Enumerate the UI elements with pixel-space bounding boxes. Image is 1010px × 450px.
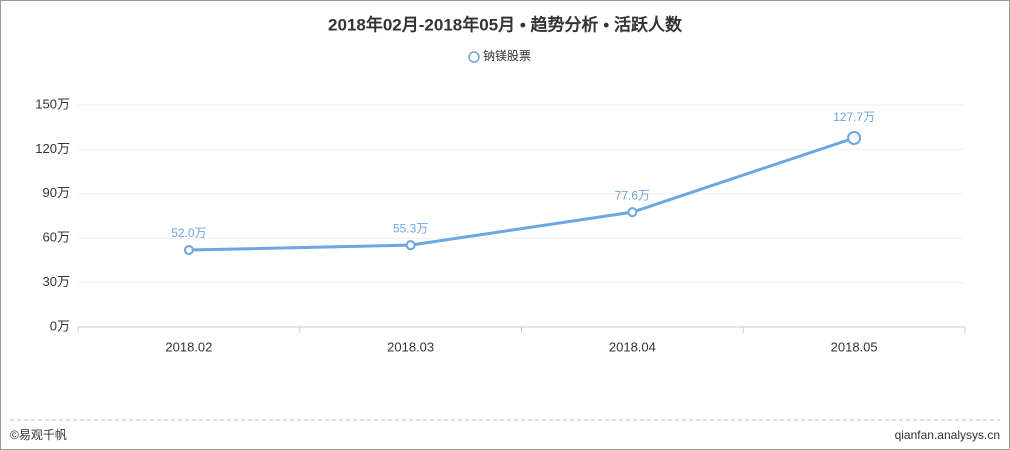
series-line [188, 136, 855, 252]
data-label: 52.0万 [171, 226, 206, 240]
x-tick-label: 2018.04 [609, 339, 656, 354]
x-tick-label: 2018.03 [387, 339, 434, 354]
legend-label: 钠镁股票 [483, 48, 531, 63]
y-tick-label: 30万 [43, 274, 70, 289]
data-point [405, 240, 416, 251]
data-point [183, 245, 194, 256]
y-tick-label: 150万 [35, 96, 70, 111]
footer-left: ©易观千帆 [10, 427, 67, 442]
data-point [627, 207, 638, 218]
footer-right: qianfan.analysys.cn [895, 428, 1000, 442]
data-point [847, 131, 862, 146]
legend-marker [468, 51, 480, 63]
data-label: 127.7万 [833, 110, 875, 124]
data-label: 77.6万 [615, 188, 650, 202]
chart-title: 2018年02月-2018年05月 • 趋势分析 • 活跃人数 [328, 14, 683, 34]
data-label: 55.3万 [393, 221, 428, 235]
y-tick-label: 120万 [35, 141, 70, 156]
y-tick-label: 90万 [43, 185, 70, 200]
y-tick-label: 60万 [43, 230, 70, 245]
x-tick-label: 2018.02 [165, 339, 212, 354]
x-tick-label: 2018.05 [831, 339, 878, 354]
y-tick-label: 0万 [50, 318, 70, 333]
